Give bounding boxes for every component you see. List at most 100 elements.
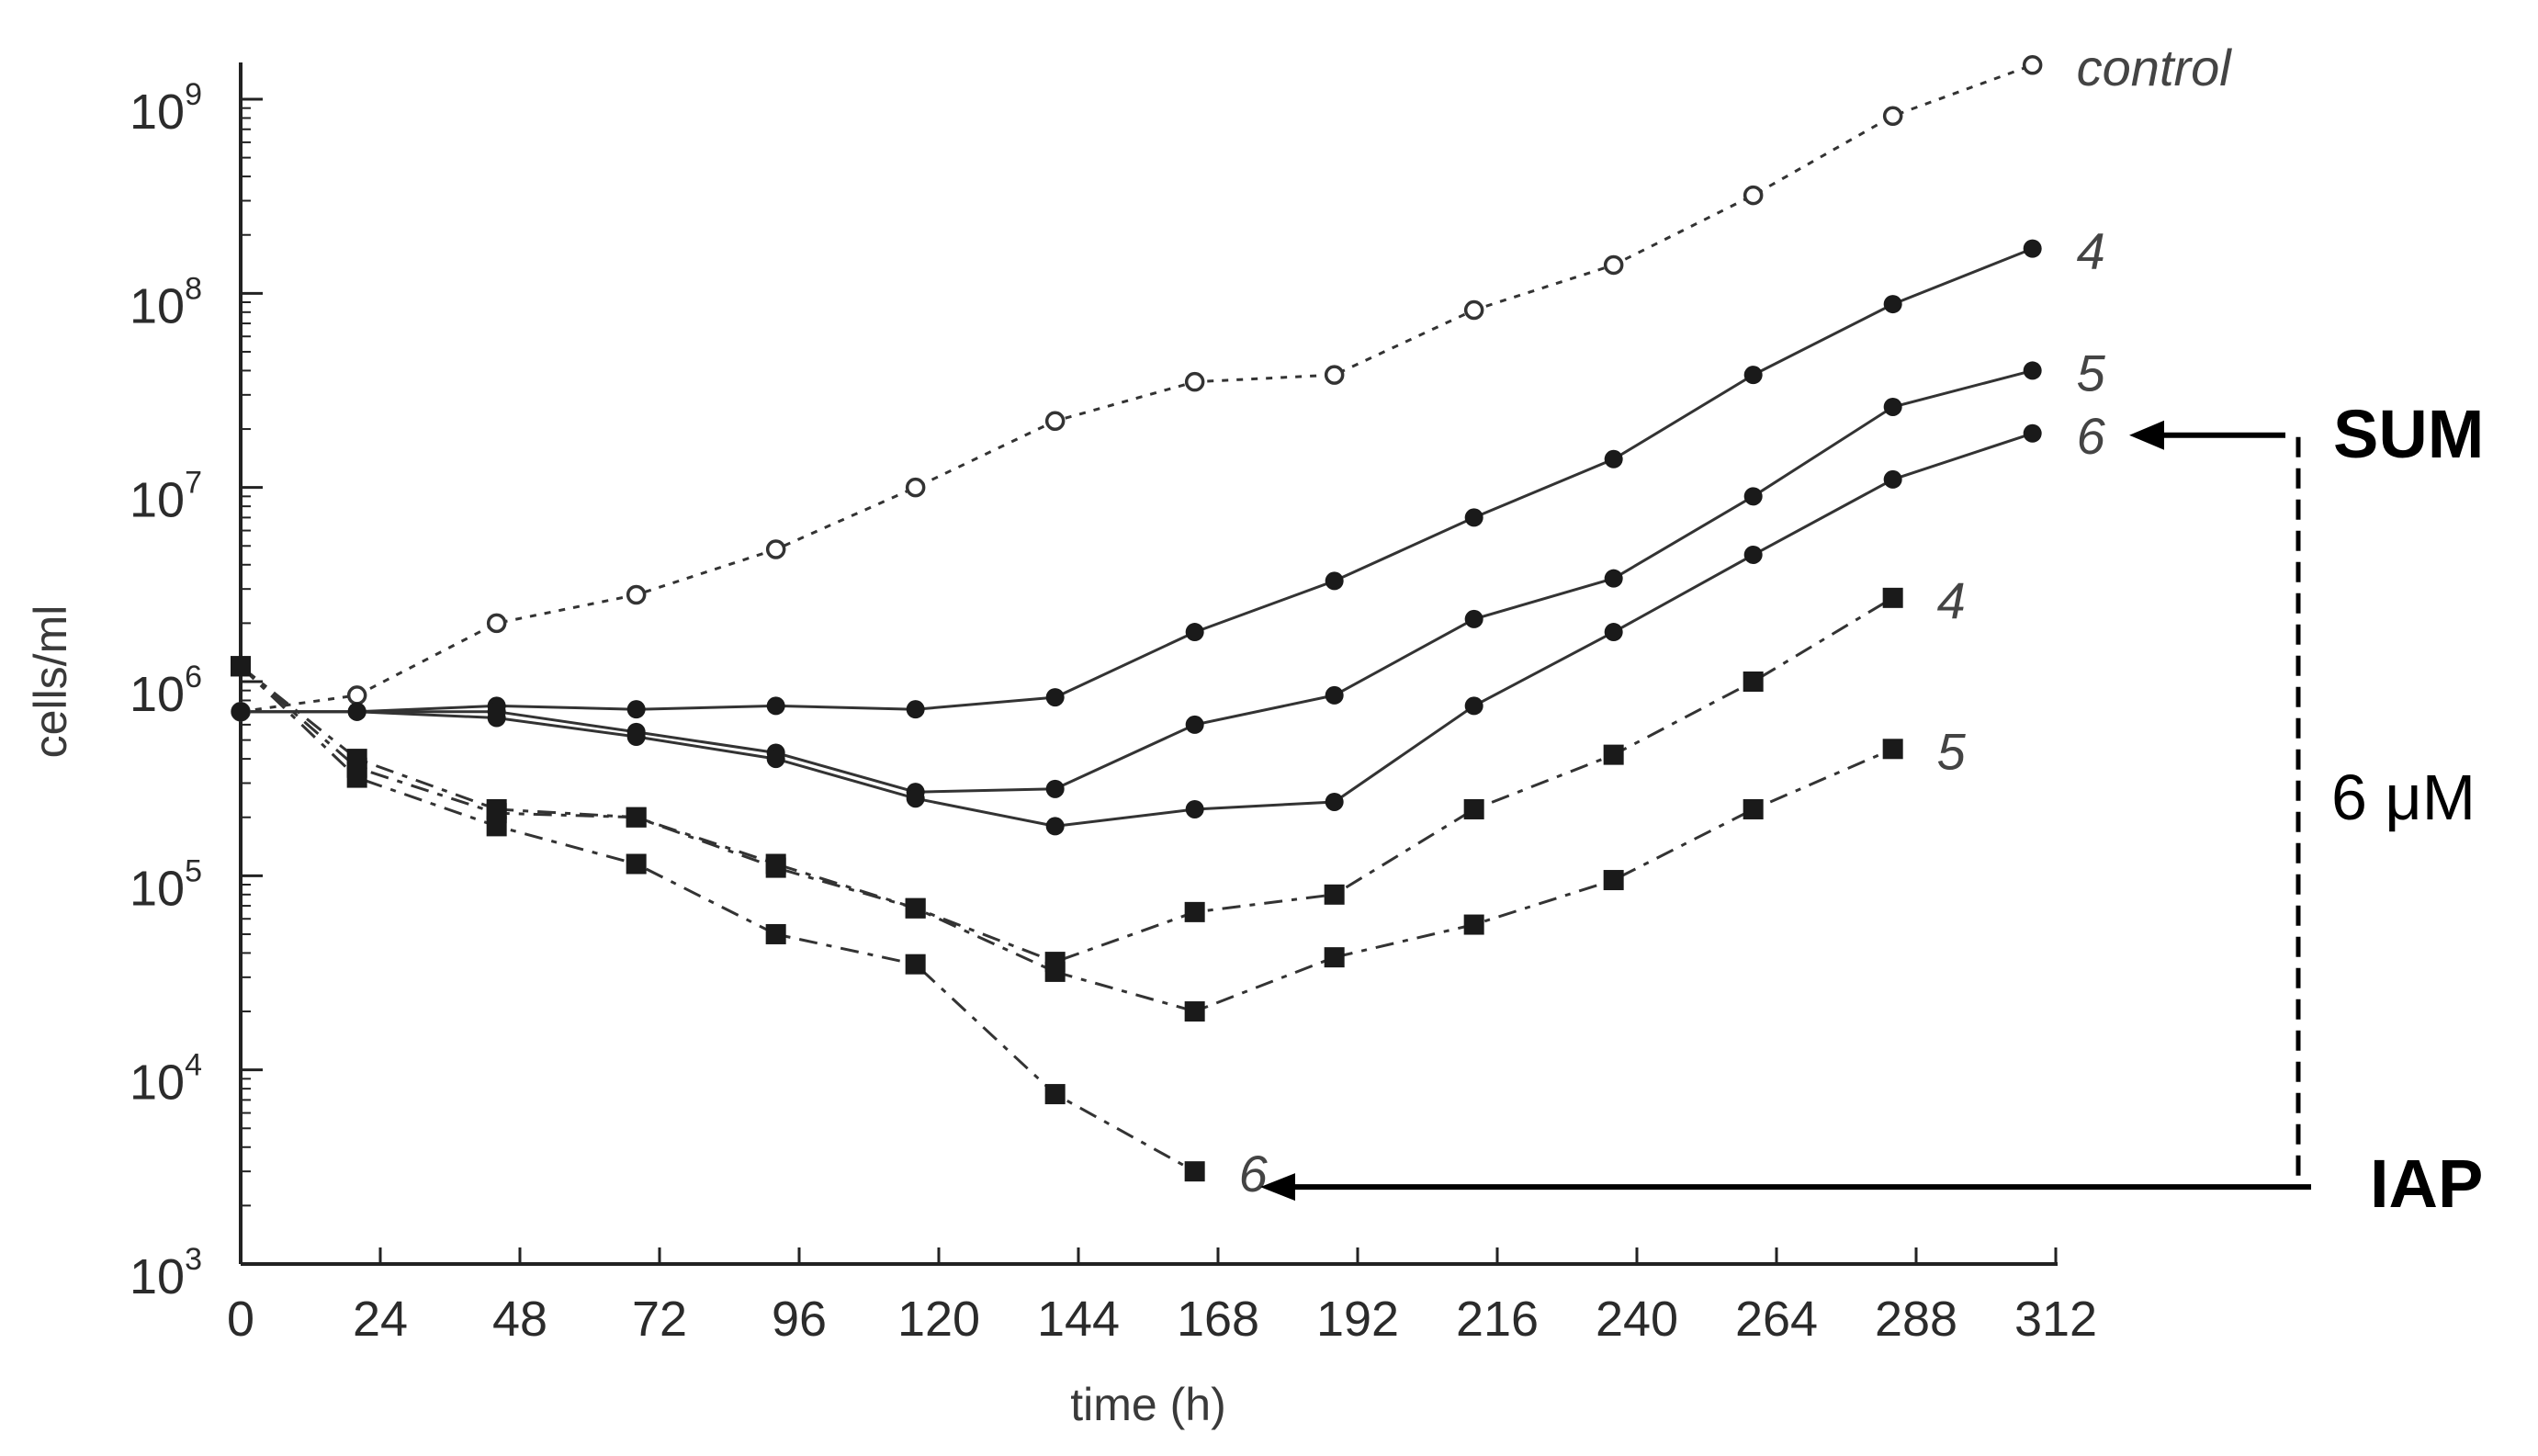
x-tick-label: 72 (632, 1292, 687, 1347)
data-point (1044, 1084, 1066, 1105)
data-point (765, 539, 786, 559)
x-tick-label: 48 (492, 1292, 547, 1347)
y-tick-exponent: 6 (185, 660, 202, 694)
y-tick-base: 10 (130, 667, 185, 722)
data-point (1044, 961, 1066, 982)
concentration-label: 6 μM (2331, 762, 2476, 833)
x-tick-label: 0 (227, 1292, 254, 1347)
y-tick-base: 10 (130, 1055, 185, 1111)
x-tick-label: 120 (897, 1292, 980, 1347)
data-point (1743, 185, 1764, 206)
annotations: SUM IAP 6 μM (1260, 396, 2484, 1222)
data-point (1883, 295, 1902, 314)
data-point (1463, 299, 1484, 321)
series-layer (231, 55, 2043, 1182)
data-point (1743, 672, 1764, 692)
data-point (486, 613, 507, 634)
sum-arrow-head (2129, 420, 2164, 450)
data-point (1045, 688, 1065, 707)
data-point (1325, 685, 1344, 705)
data-point (1044, 411, 1066, 432)
data-point (1045, 779, 1065, 798)
x-tick-label: 264 (1735, 1292, 1818, 1347)
series-iap-4 (231, 587, 1903, 973)
data-point (1463, 798, 1484, 819)
data-point (2022, 55, 2043, 75)
data-point (487, 708, 506, 728)
y-tick-exponent: 4 (185, 1048, 202, 1083)
data-point (1184, 371, 1205, 392)
data-point (626, 728, 646, 747)
data-point (1325, 792, 1344, 811)
data-point (2023, 361, 2042, 380)
data-point (905, 477, 926, 498)
series-end-label: 4 (2077, 222, 2105, 280)
data-point (1184, 1161, 1205, 1182)
x-tick-label: 288 (1875, 1292, 1957, 1347)
y-tick-exponent: 7 (185, 466, 202, 501)
data-point (906, 700, 925, 719)
series-control-control (231, 55, 2043, 722)
data-point (2023, 239, 2042, 258)
data-point (766, 750, 785, 769)
x-tick-label: 96 (772, 1292, 827, 1347)
data-point (1603, 744, 1624, 765)
data-point (905, 897, 926, 919)
data-point (1743, 798, 1764, 819)
data-point (905, 954, 926, 975)
data-point (1604, 569, 1623, 588)
data-point (766, 696, 785, 716)
data-point (1324, 884, 1345, 905)
y-tick-label: 108 (130, 271, 202, 333)
series-end-label: control (2077, 39, 2233, 96)
data-point (1882, 106, 1903, 126)
y-tick-base: 10 (130, 278, 185, 333)
data-point (231, 702, 250, 721)
data-point (626, 584, 647, 605)
y-axis-title: cells/ml (25, 605, 76, 759)
series-end-label: 4 (1937, 571, 1966, 629)
series-end-label: 6 (1239, 1145, 1269, 1202)
y-tick-exponent: 9 (185, 77, 202, 112)
y-tick-base: 10 (130, 473, 185, 528)
data-point (1324, 947, 1345, 968)
data-point (1464, 696, 1483, 716)
y-tick-label: 107 (130, 466, 202, 528)
x-tick-label: 216 (1456, 1292, 1539, 1347)
series-line (240, 596, 1894, 964)
data-point (1184, 901, 1205, 922)
series-line (239, 665, 1196, 1173)
series-sum-5 (231, 361, 2042, 802)
data-point (626, 807, 647, 828)
data-point (906, 789, 925, 808)
data-point (346, 685, 367, 705)
y-tick-label: 103 (130, 1242, 202, 1304)
data-point (1743, 545, 1763, 564)
y-tick-base: 10 (130, 85, 185, 140)
data-point (347, 702, 367, 721)
y-tick-label: 105 (130, 853, 202, 916)
data-point (1883, 397, 1902, 416)
iap-label: IAP (2370, 1146, 2483, 1222)
y-tick-base: 10 (130, 1249, 185, 1304)
data-point (1464, 609, 1483, 628)
data-point (1883, 469, 1902, 489)
data-point (765, 923, 786, 944)
y-tick-exponent: 5 (185, 853, 202, 888)
axes: 0 24 48 72 96 120 144 168 192 216 240 264 288 3121031… (25, 62, 2097, 1430)
data-point (486, 816, 507, 837)
iap-arrow-head (1260, 1173, 1295, 1202)
x-tick-label: 240 (1596, 1292, 1678, 1347)
data-point (1882, 587, 1903, 608)
data-point (1463, 914, 1484, 935)
data-point (1603, 254, 1624, 276)
data-point (231, 656, 251, 677)
data-point (1464, 508, 1483, 527)
data-point (1743, 366, 1763, 385)
data-point (1882, 739, 1903, 760)
y-tick-exponent: 8 (185, 271, 202, 306)
data-point (1185, 623, 1204, 642)
x-tick-label: 312 (2014, 1292, 2097, 1347)
y-tick-label: 104 (130, 1048, 202, 1111)
